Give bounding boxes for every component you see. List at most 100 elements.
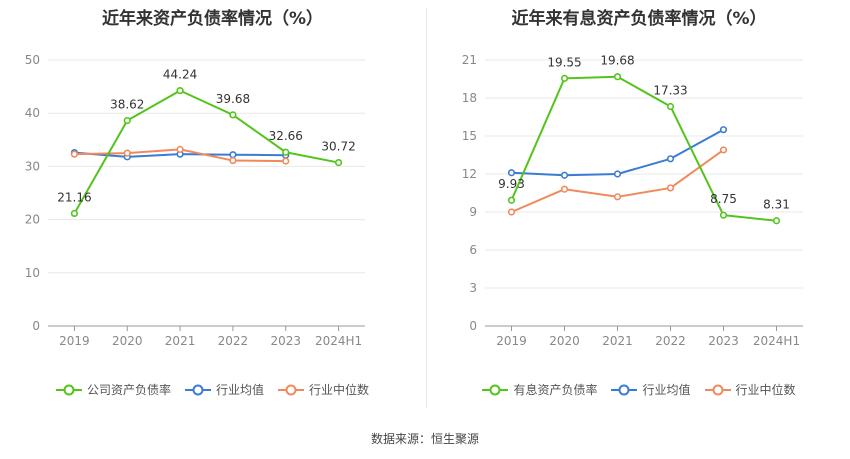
y-tick-label: 0 — [469, 319, 477, 333]
panel-divider — [426, 8, 427, 408]
legend-swatch-marker — [489, 384, 501, 395]
y-tick-label: 3 — [469, 281, 477, 295]
y-tick-label: 21 — [462, 53, 477, 67]
data-label: 30.72 — [321, 140, 355, 154]
data-point — [666, 155, 675, 163]
data-point — [123, 149, 131, 157]
data-label: 32.66 — [269, 129, 303, 143]
legend-swatch-icon — [278, 384, 304, 395]
legend-swatch-icon — [611, 384, 638, 395]
x-tick-label: 2019 — [496, 334, 527, 348]
data-point — [613, 73, 622, 81]
legend-swatch-icon — [55, 384, 82, 395]
data-point — [507, 169, 516, 177]
chart-title: 近年来资产负债率情况（%） — [101, 9, 324, 29]
y-tick-label: 0 — [32, 319, 40, 333]
data-point — [719, 146, 728, 154]
data-point — [176, 87, 184, 95]
data-point — [666, 102, 675, 111]
legend-label: 有息资产负债率 — [513, 383, 598, 397]
data-point — [666, 184, 675, 192]
chart-panel-left: 近年来资产负债率情况（%） 0 10 20 30 40 50 2019 2020 2021 202… — [0, 0, 425, 410]
data-point — [560, 185, 569, 193]
x-tick-label: 2020 — [112, 334, 143, 348]
data-label: 44.24 — [163, 68, 197, 82]
legend-label: 行业均值 — [642, 383, 691, 397]
data-source-note: 数据来源：恒生聚源 — [370, 432, 479, 446]
legend-swatch-marker — [192, 384, 204, 395]
legend-swatch-marker — [618, 384, 630, 395]
legend-swatch-marker — [285, 384, 297, 395]
data-point — [334, 158, 343, 167]
legend-label: 行业中位数 — [309, 383, 370, 397]
y-tick-label: 40 — [25, 106, 40, 120]
y-tick-label: 50 — [25, 53, 40, 67]
data-point — [772, 217, 781, 225]
legend-label: 行业均值 — [215, 383, 264, 397]
data-point — [70, 209, 79, 218]
data-point — [229, 111, 237, 119]
x-tick-label: 2023 — [270, 334, 301, 348]
data-label: 8.75 — [710, 192, 737, 206]
y-tick-label: 6 — [469, 243, 477, 257]
data-point — [719, 126, 728, 134]
series-line-1 — [511, 128, 724, 177]
data-point — [123, 116, 131, 125]
y-tick-label: 18 — [462, 91, 477, 105]
series-line-0 — [510, 75, 777, 222]
x-tick-label: 2022 — [655, 334, 686, 348]
data-point — [560, 171, 569, 179]
legend-label: 行业中位数 — [735, 383, 796, 397]
series-line-2 — [511, 149, 725, 213]
y-tick-label: 12 — [462, 167, 477, 181]
y-tick-label: 10 — [25, 266, 40, 280]
x-tick-label: 2024H1 — [753, 334, 800, 348]
legend-item[interactable]: 行业均值 — [184, 381, 264, 398]
data-point — [282, 148, 290, 156]
data-point — [70, 150, 79, 158]
x-tick-label: 2021 — [165, 334, 196, 348]
legend-item[interactable]: 公司资产负债率 — [55, 381, 171, 398]
data-point — [507, 208, 516, 216]
data-label: 21.16 — [57, 190, 91, 204]
data-point — [282, 157, 290, 165]
data-label: 19.68 — [600, 54, 634, 68]
legend-item[interactable]: 有息资产负债率 — [482, 381, 597, 398]
data-point — [229, 156, 237, 165]
y-tick-label: 9 — [469, 205, 477, 219]
line-chart-interest-bearing-liability: 0 3 6 9 12 15 18 21 2019 2020 2021 2022 2023 2024H1 9.… — [462, 53, 803, 348]
chart-legend: 有息资产负债率 行业均值 行业中位数 — [428, 381, 850, 398]
x-tick-label: 2023 — [708, 334, 739, 348]
legend-item[interactable]: 行业均值 — [611, 381, 691, 398]
chart-legend: 公司资产负债率 行业均值 行业中位数 — [0, 381, 425, 398]
data-label: 9.93 — [498, 177, 525, 191]
data-point — [176, 145, 184, 153]
legend-swatch-icon — [184, 384, 211, 395]
legend-label: 公司资产负债率 — [86, 383, 171, 397]
data-point — [229, 151, 237, 159]
data-point — [719, 211, 728, 219]
series-line-0 — [73, 89, 339, 214]
data-label: 39.68 — [216, 92, 250, 106]
x-tick-label: 2020 — [549, 334, 580, 348]
data-label: 38.62 — [110, 98, 144, 112]
legend-item[interactable]: 行业中位数 — [278, 381, 369, 398]
data-label: 8.31 — [763, 198, 790, 212]
legend-swatch-marker — [712, 384, 723, 395]
legend-swatch-marker — [63, 384, 75, 395]
data-point — [613, 170, 622, 178]
x-tick-label: 2019 — [59, 334, 90, 348]
x-tick-label: 2022 — [218, 334, 249, 348]
data-label: 17.33 — [653, 83, 687, 97]
legend-item[interactable]: 行业中位数 — [704, 381, 796, 398]
y-tick-label: 15 — [462, 129, 477, 143]
x-tick-label: 2024H1 — [315, 334, 362, 348]
legend-swatch-icon — [704, 384, 731, 395]
line-chart-asset-liability: 0 10 20 30 40 50 2019 2020 2021 2022 2023 2024H1 21.… — [25, 53, 365, 348]
data-point — [560, 74, 569, 82]
x-tick-label: 2021 — [602, 334, 633, 348]
chart-title: 近年来有息资产负债率情况（%） — [511, 9, 767, 29]
data-point — [613, 193, 622, 201]
data-label: 19.55 — [547, 55, 581, 69]
data-point — [507, 196, 516, 204]
